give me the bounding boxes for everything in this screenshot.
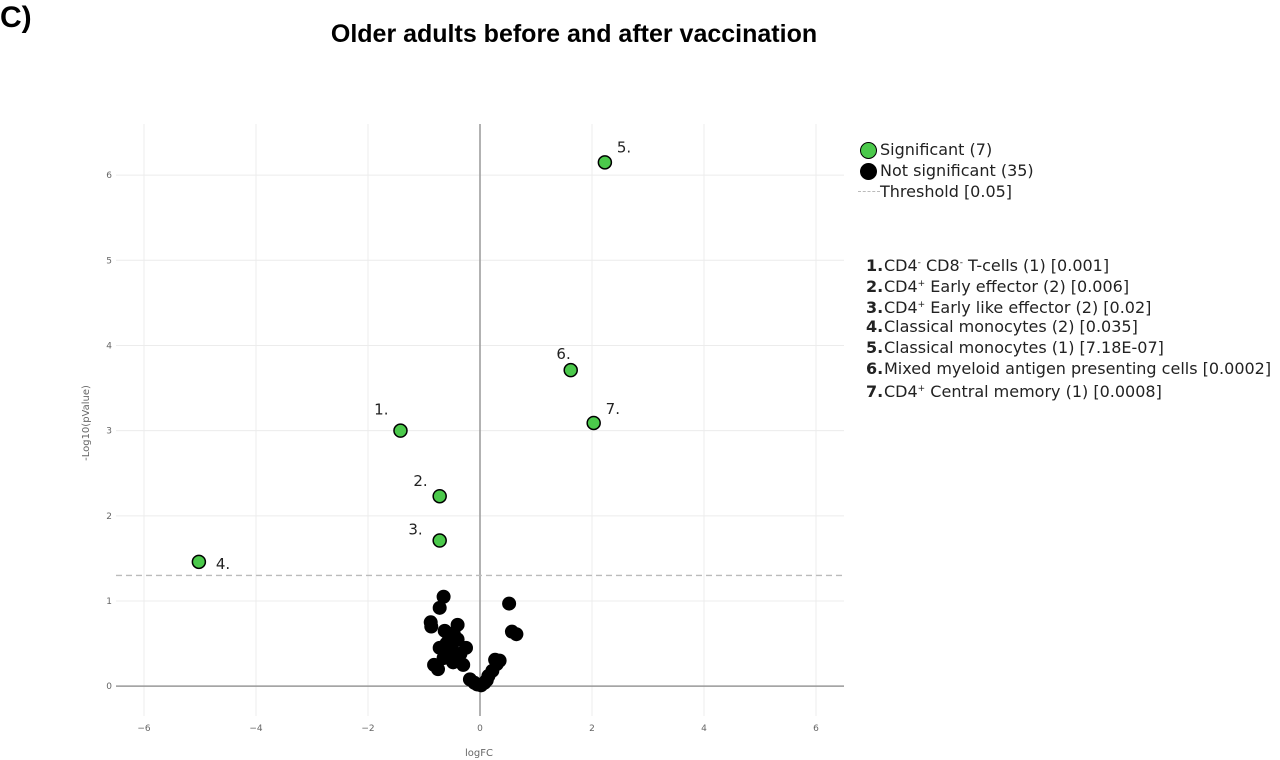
significant-point-label: 6. [556, 345, 570, 363]
y-tick-label: 6 [106, 171, 112, 181]
significant-point-label: 5. [617, 138, 631, 156]
x-tick-label: 0 [477, 724, 483, 734]
annotation-text: CD4 [884, 277, 918, 296]
data-points [191, 155, 613, 693]
significant-point [563, 362, 578, 378]
x-tick-label: −4 [249, 724, 263, 734]
not-significant-point [436, 589, 451, 604]
annotation-number: 5. [866, 338, 884, 357]
annotation-text: CD8 [920, 256, 960, 275]
y-tick-label: 1 [106, 597, 112, 607]
annotation-text: Central memory (1) [0.0008] [925, 382, 1162, 401]
annotation-text: Early like effector (2) [0.02] [925, 298, 1152, 317]
annotation-number: 3. [866, 298, 884, 317]
significant-point-label: 3. [408, 521, 422, 539]
x-tick-label: 6 [813, 724, 819, 734]
not-significant-point [502, 596, 517, 611]
annotation-text: Classical monocytes (1) [7.18E-07] [884, 338, 1164, 357]
legend-label-significant: Significant (7) [880, 140, 993, 159]
annotation-text: CD4 [884, 298, 918, 317]
significant-point-label: 2. [413, 472, 427, 490]
not-significant-point [424, 619, 439, 634]
annotation-text: CD4 [884, 256, 918, 275]
x-axis-label: logFC [465, 748, 493, 759]
cluster-annotation: 7.CD4+ Central memory (1) [0.0008] [866, 379, 1162, 401]
cluster-annotation: 6.Mixed myeloid antigen presenting cells… [866, 358, 1271, 379]
annotation-number: 7. [866, 382, 884, 401]
x-tick-label: −6 [137, 724, 151, 734]
annotation-number: 4. [866, 317, 884, 336]
annotation-number: 2. [866, 277, 884, 296]
annotation-text: T-cells (1) [0.001] [962, 256, 1110, 275]
panel-label: C) [0, 1, 32, 34]
y-tick-label: 2 [106, 512, 112, 522]
legend-label-threshold: Threshold [0.05] [880, 182, 1013, 201]
significant-point-label: 4. [216, 555, 230, 573]
y-tick-label: 5 [106, 256, 112, 266]
y-tick-label: 0 [106, 682, 112, 692]
chart-title: Older adults before and after vaccinatio… [330, 20, 818, 48]
significant-point-label: 7. [606, 400, 620, 418]
y-tick-label: 3 [106, 427, 112, 437]
cluster-annotation: 1.CD4- CD8- T-cells (1) [0.001] [866, 253, 1110, 275]
x-tick-label: −2 [361, 724, 374, 734]
point-labels: 1. 2. 3. 4. 5. 6. 7. [216, 138, 631, 572]
not-significant-swatch-icon [860, 163, 877, 180]
significant-point-label: 1. [374, 401, 388, 419]
y-tick-label: 4 [106, 341, 112, 351]
annotation-text: CD4 [884, 382, 918, 401]
threshold-dash-icon [858, 191, 880, 192]
annotation-text: Classical monocytes (2) [0.035] [884, 317, 1138, 336]
y-axis-label: -Log10(pValue) [81, 385, 92, 461]
cluster-annotation-list: 1.CD4- CD8- T-cells (1) [0.001] 2.CD4+ Ea… [866, 253, 1280, 403]
cluster-annotation: 4.Classical monocytes (2) [0.035] [866, 316, 1138, 337]
cluster-annotation: 3.CD4+ Early like effector (2) [0.02] [866, 295, 1152, 317]
significant-point [191, 554, 207, 570]
legend-label-not-significant: Not significant (35) [880, 161, 1034, 180]
significant-point [597, 155, 613, 170]
annotation-superscript: - [959, 258, 963, 268]
significant-swatch-icon [860, 142, 877, 159]
x-tick-label: 4 [701, 724, 707, 734]
annotation-superscript: + [917, 300, 926, 310]
axes [116, 124, 844, 716]
significant-point [432, 488, 447, 504]
not-significant-point [509, 627, 524, 642]
x-tick-label: 2 [589, 724, 595, 734]
significant-point [393, 423, 408, 438]
not-significant-point [445, 638, 459, 653]
significant-point [586, 415, 601, 431]
not-significant-point [488, 652, 503, 667]
tick-labels: −6 −4 −2 0 2 4 6 0 1 2 3 4 5 6 [106, 171, 819, 734]
annotation-text: Early effector (2) [0.006] [925, 277, 1130, 296]
annotation-superscript: + [917, 384, 926, 394]
not-significant-point [432, 600, 447, 615]
annotation-superscript: - [917, 258, 921, 268]
legend: Significant (7) Not significant (35) Thr… [858, 139, 1158, 209]
annotation-number: 1. [866, 256, 884, 275]
annotation-text: Mixed myeloid antigen presenting cells [… [884, 359, 1272, 378]
not-significant-point [431, 662, 445, 677]
not-significant-point [456, 657, 471, 672]
annotation-superscript: + [917, 279, 926, 289]
cluster-annotation: 2.CD4+ Early effector (2) [0.006] [866, 274, 1130, 296]
annotation-number: 6. [866, 359, 884, 378]
cluster-annotation: 5.Classical monocytes (1) [7.18E-07] [866, 337, 1164, 358]
significant-point [432, 533, 447, 548]
